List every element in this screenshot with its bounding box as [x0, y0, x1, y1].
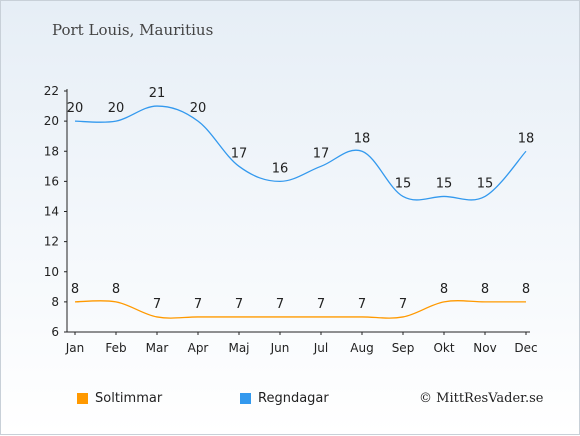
y-tick-label-14: 14 — [44, 205, 59, 219]
data-label-soltimmar-sep: 7 — [399, 297, 407, 312]
x-tick-label-apr: Apr — [188, 341, 209, 355]
y-tick-label-8: 8 — [51, 295, 59, 309]
legend-swatch-soltimmar — [77, 393, 88, 404]
data-label-regndagar-nov: 15 — [477, 176, 494, 191]
legend-label-soltimmar: Soltimmar — [95, 391, 163, 406]
data-label-regndagar-maj: 17 — [231, 146, 248, 161]
x-tick-label-okt: Okt — [433, 341, 454, 355]
data-label-regndagar-dec: 18 — [518, 131, 535, 146]
y-tick-label-10: 10 — [44, 265, 59, 279]
credit-text: © MittResVader.se — [419, 391, 544, 406]
data-label-soltimmar-apr: 7 — [194, 297, 202, 312]
x-tick-label-sep: Sep — [392, 341, 415, 355]
x-tick-label-dec: Dec — [514, 341, 537, 355]
data-label-regndagar-apr: 20 — [190, 101, 207, 116]
legend-item-soltimmar: Soltimmar — [77, 391, 162, 406]
legend-item-regndagar: Regndagar — [240, 391, 329, 406]
x-tick-label-aug: Aug — [350, 341, 373, 355]
series-line-soltimmar — [74, 300, 526, 319]
series-line-regndagar — [74, 105, 527, 201]
y-tick-label-18: 18 — [44, 144, 59, 158]
chart-title: Port Louis, Mauritius — [52, 21, 214, 39]
x-tick-label-feb: Feb — [105, 341, 126, 355]
legend-swatch-regndagar — [240, 393, 251, 404]
x-tick-label-jan: Jan — [65, 341, 85, 355]
data-label-soltimmar-mar: 7 — [153, 297, 161, 312]
x-tick-label-nov: Nov — [473, 341, 496, 355]
data-label-regndagar-sep: 15 — [395, 176, 412, 191]
x-tick-label-mar: Mar — [146, 341, 169, 355]
y-tick-label-20: 20 — [44, 114, 59, 128]
data-label-regndagar-jan: 20 — [67, 101, 84, 116]
data-label-soltimmar-maj: 7 — [235, 297, 243, 312]
data-label-soltimmar-okt: 8 — [440, 282, 448, 297]
data-label-regndagar-feb: 20 — [108, 101, 125, 116]
y-tick-label-16: 16 — [44, 174, 59, 188]
data-label-regndagar-okt: 15 — [436, 176, 453, 191]
data-label-soltimmar-jan: 8 — [71, 282, 79, 297]
x-tick-label-maj: Maj — [228, 341, 249, 355]
data-label-soltimmar-jul: 7 — [317, 297, 325, 312]
data-label-regndagar-aug: 18 — [354, 131, 371, 146]
data-label-regndagar-mar: 21 — [149, 86, 166, 101]
y-tick-label-12: 12 — [44, 235, 59, 249]
data-label-regndagar-jun: 16 — [272, 161, 289, 176]
x-tick-label-jul: Jul — [313, 341, 328, 355]
y-tick-label-22: 22 — [44, 84, 59, 98]
y-tick-label-6: 6 — [51, 325, 59, 339]
x-tick-label-jun: Jun — [270, 341, 290, 355]
data-label-soltimmar-dec: 8 — [522, 282, 530, 297]
data-label-soltimmar-feb: 8 — [112, 282, 120, 297]
data-label-regndagar-jul: 17 — [313, 146, 330, 161]
data-label-soltimmar-jun: 7 — [276, 297, 284, 312]
data-label-soltimmar-aug: 7 — [358, 297, 366, 312]
legend-label-regndagar: Regndagar — [258, 391, 329, 406]
data-label-soltimmar-nov: 8 — [481, 282, 489, 297]
